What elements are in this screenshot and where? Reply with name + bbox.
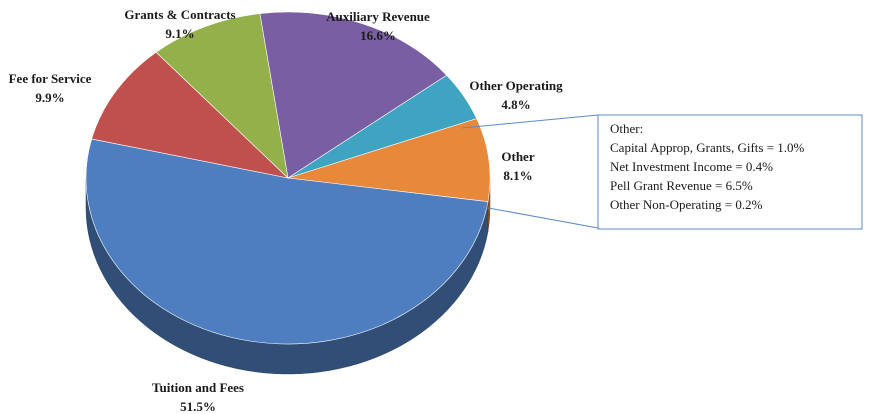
callout-text: Other Non-Operating = 0.2% [610,197,763,212]
callout-text: Net Investment Income = 0.4% [610,159,773,174]
callout-box [597,114,863,230]
pie-tops [85,11,491,345]
labels: Auxiliary Revenue 16.6% Other Operating 4.8… [9,7,805,414]
slice-value-label: 51.5% [180,399,216,414]
slice-label: Tuition and Fees [152,380,244,395]
slice-value-label: 8.1% [503,168,532,183]
slice-label: Grants & Contracts [124,7,235,22]
slice [155,13,289,179]
slice [287,118,491,203]
slice-label: Auxiliary Revenue [326,9,430,24]
slice-label: Other Operating [469,78,563,93]
callout-text: Other: [610,121,643,136]
slice-value-label: 4.8% [501,97,530,112]
callout-leader [461,114,599,129]
callout-text: Pell Grant Revenue = 6.5% [610,178,753,193]
callout-leader [482,206,599,229]
callout-text: Capital Approp, Grants, Gifts = 1.0% [610,140,805,155]
slice-value-label: 16.6% [360,28,396,43]
slice-label: Fee for Service [9,71,92,86]
slice-label: Other [501,149,534,164]
slice [91,51,289,179]
slice [259,11,448,179]
slice-value-label: 9.9% [35,90,64,105]
slice-value-label: 9.1% [165,26,194,41]
slice [85,138,489,345]
